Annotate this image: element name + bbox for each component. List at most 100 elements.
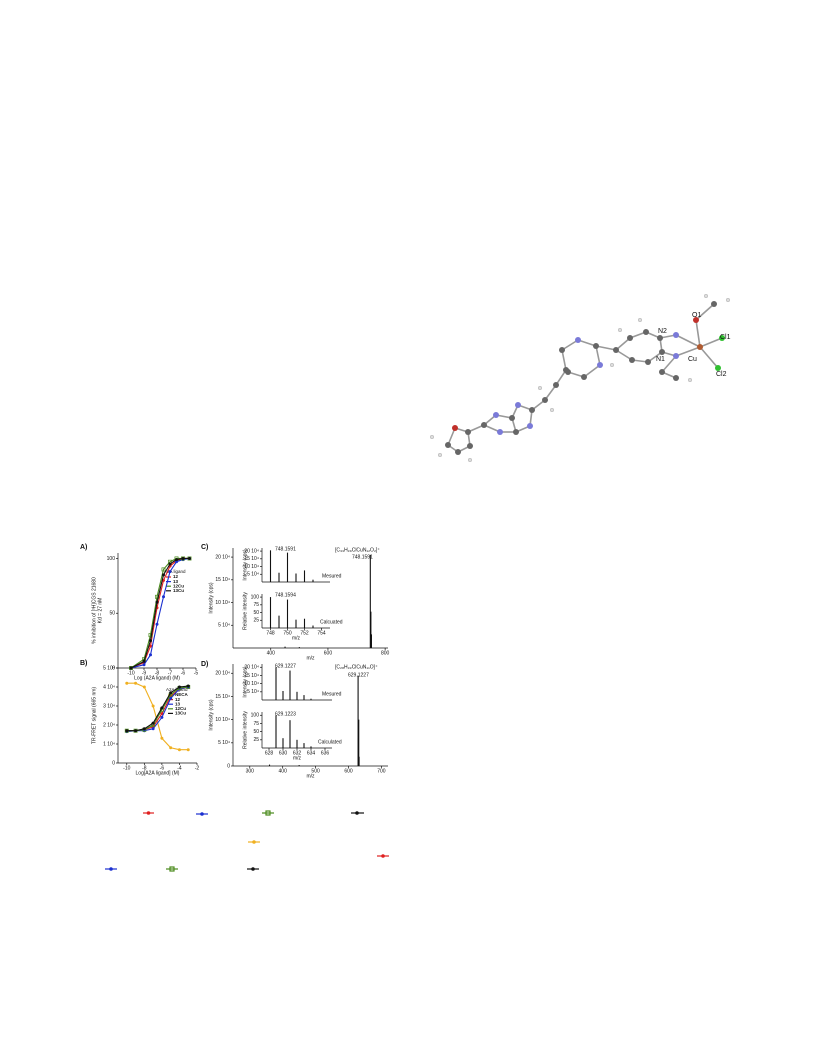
marker: [134, 729, 138, 733]
atom: [673, 353, 679, 359]
y-tick-label: 10 10⁴: [215, 600, 230, 606]
x-tick-label: 400: [279, 768, 288, 774]
legend-label: 12Cu: [175, 706, 186, 711]
y-tick-label: 50: [253, 610, 259, 616]
atom: [493, 412, 499, 418]
x-tick-label: -9: [142, 670, 147, 676]
hydrogen: [538, 386, 543, 391]
atom: [697, 344, 703, 350]
atom: [559, 347, 565, 353]
marker: [188, 556, 191, 560]
bond: [675, 346, 701, 357]
hydrogen: [438, 453, 443, 458]
y-axis-label-note: Kd = 27 nM: [97, 598, 103, 624]
x-tick-label: -7: [168, 670, 173, 676]
chart: 25 50 75 100 628 630 632 634 636 m/z Relative inte…: [242, 711, 342, 762]
x-tick-label: 628: [265, 750, 274, 756]
x-tick-label: 752: [300, 630, 309, 636]
atom: [597, 362, 603, 368]
y-axis-label: TR-FRET signal (665 nm): [91, 687, 97, 744]
y-tick-label: 75: [253, 721, 259, 727]
bond: [661, 355, 677, 373]
x-tick-label: -6: [160, 765, 165, 771]
y-axis-label: Intensity (cps): [242, 549, 248, 580]
series-line: [130, 557, 190, 669]
hydrogen: [704, 294, 709, 299]
atom-label: N2: [658, 328, 667, 335]
stray-legend-markers: [105, 810, 389, 872]
atom-label: Cu: [688, 356, 697, 363]
x-axis-label: m/z: [306, 773, 315, 779]
x-tick-label: -10: [127, 670, 134, 676]
y-tick-label: 0: [227, 763, 230, 769]
y-axis-label: Intensity (cps): [242, 666, 248, 697]
hydrogen: [468, 458, 473, 463]
y-tick-label: 5 10⁴: [247, 572, 259, 578]
atom: [497, 429, 503, 435]
marker: [169, 696, 173, 700]
crystal-structure: N2 O1 Cl1 N1 Cu Cl2: [430, 294, 731, 463]
atom: [452, 425, 458, 431]
x-tick-label: 600: [324, 650, 333, 656]
atom: [509, 415, 515, 421]
atom: [715, 365, 721, 371]
marker: [169, 746, 173, 750]
y-tick-label: 2 10⁴: [103, 722, 115, 728]
marker: [168, 570, 172, 574]
bond: [544, 384, 557, 401]
chart: 25 50 75 100 748 750 752 754 m/z Relative intensi…: [242, 592, 342, 642]
atom: [467, 443, 473, 449]
marker: [142, 663, 146, 667]
atom: [445, 442, 451, 448]
annotation: Mesured: [322, 691, 342, 697]
y-tick-label: 100: [251, 594, 260, 600]
marker: [149, 653, 152, 657]
marker: [162, 573, 165, 577]
y-tick-label: 1 10⁴: [103, 741, 115, 747]
atom: [542, 397, 548, 403]
marker: [155, 600, 159, 604]
atom: [581, 374, 587, 380]
y-tick-label: 15 10⁴: [244, 673, 259, 679]
atom: [659, 369, 665, 375]
y-tick-label: 20 10⁴: [215, 671, 230, 677]
hydrogen: [618, 328, 623, 333]
marker: [175, 560, 178, 564]
marker: [169, 691, 173, 695]
y-tick-label: 10 10⁴: [244, 681, 259, 687]
y-tick-label: 20 10⁴: [244, 548, 259, 554]
marker: [160, 706, 164, 710]
bond: [695, 303, 715, 321]
bond: [615, 337, 631, 351]
hydrogen: [550, 408, 555, 413]
atom-label: N1: [656, 356, 665, 363]
atom: [627, 335, 633, 341]
marker: [160, 736, 164, 740]
bond: [583, 364, 601, 378]
bond: [695, 319, 701, 348]
chart: 0 1 10⁴ 2 10⁴ 3 10⁴ 4 10⁴ 5 10⁴ -10 -8 -6 -4 -2 Log…: [80, 660, 199, 776]
panel-label: A): [80, 544, 87, 551]
x-tick-label: 300: [246, 768, 255, 774]
annotation: Calculated: [318, 739, 342, 745]
atom: [693, 317, 699, 323]
x-tick-label: -6: [181, 670, 186, 676]
marker: [142, 659, 146, 663]
atom: [719, 335, 725, 341]
series-line: [130, 557, 190, 669]
atom: [593, 343, 599, 349]
legend-label: 13Cu: [175, 711, 186, 716]
atom: [659, 349, 665, 355]
atom: [673, 332, 679, 338]
x-tick-label: 754: [317, 630, 326, 636]
atom: [465, 429, 471, 435]
marker: [142, 727, 146, 731]
marker: [162, 595, 165, 599]
marker: [134, 681, 138, 685]
bond: [577, 339, 597, 347]
bond: [699, 337, 723, 348]
marker: [151, 704, 155, 708]
